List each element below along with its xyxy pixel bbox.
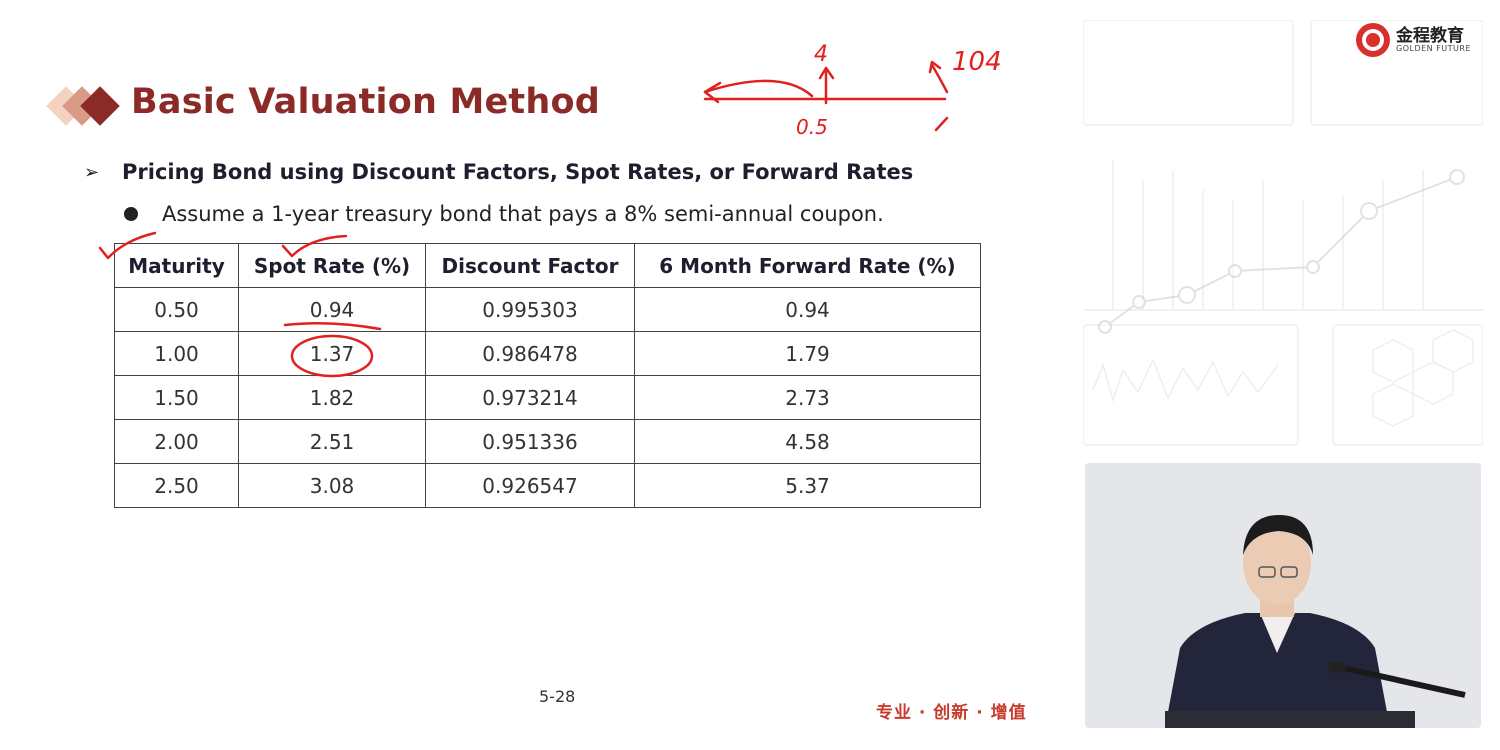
slogan: 专业 · 创新 · 增值 xyxy=(876,703,1027,723)
table-row: 1.50 1.82 0.973214 2.73 xyxy=(114,375,981,420)
bullet-dot-icon xyxy=(124,207,138,221)
cell-discount-factor: 0.995303 xyxy=(425,287,635,332)
annotation-time-half-text: 0.5 xyxy=(796,115,828,139)
table-row: 2.50 3.08 0.926547 5.37 xyxy=(114,463,981,508)
table-row: 1.00 1.37 0.986478 1.79 xyxy=(114,331,981,376)
cell-discount-factor: 0.951336 xyxy=(425,419,635,464)
header-maturity: Maturity xyxy=(114,243,239,288)
cell-spot-rate: 1.82 xyxy=(238,375,426,420)
company-logo: 金程教育 GOLDEN FUTURE xyxy=(1355,22,1471,58)
logo-cn-text: 金程教育 xyxy=(1396,25,1464,46)
annotation-final-cf-text: 104 xyxy=(952,47,1002,77)
subheading: ➢ Pricing Bond using Discount Factors, S… xyxy=(84,160,913,184)
annotation-coupon-text: 4 xyxy=(814,42,828,67)
presenter-video xyxy=(1085,463,1481,728)
rates-table: Maturity Spot Rate (%) Discount Factor 6… xyxy=(114,243,981,508)
cell-maturity: 1.50 xyxy=(114,375,239,420)
page-number: 5-28 xyxy=(539,687,576,706)
slide-title: Basic Valuation Method xyxy=(131,82,600,122)
subheading-text: Pricing Bond using Discount Factors, Spo… xyxy=(122,160,914,184)
cell-spot-rate: 0.94 xyxy=(238,287,426,332)
cell-forward-rate: 2.73 xyxy=(634,375,981,420)
table-header-row: Maturity Spot Rate (%) Discount Factor 6… xyxy=(114,243,981,288)
cell-spot-rate: 2.51 xyxy=(238,419,426,464)
header-forward-rate: 6 Month Forward Rate (%) xyxy=(634,243,981,288)
logo-en-text: GOLDEN FUTURE xyxy=(1396,43,1472,53)
cell-maturity: 0.50 xyxy=(114,287,239,332)
bullet-text: Assume a 1-year treasury bond that pays … xyxy=(162,202,884,226)
logo-emblem-icon xyxy=(1356,23,1390,57)
cell-maturity: 2.00 xyxy=(114,419,239,464)
header-spot-rate: Spot Rate (%) xyxy=(238,243,426,288)
cell-spot-rate: 3.08 xyxy=(238,463,426,508)
table-row: 2.00 2.51 0.951336 4.58 xyxy=(114,419,981,464)
arrow-bullet-icon: ➢ xyxy=(84,161,100,183)
cell-maturity: 1.00 xyxy=(114,331,239,376)
cell-maturity: 2.50 xyxy=(114,463,239,508)
cell-discount-factor: 0.986478 xyxy=(425,331,635,376)
table-row: 0.50 0.94 0.995303 0.94 xyxy=(114,287,981,332)
cell-discount-factor: 0.973214 xyxy=(425,375,635,420)
bullet-point: Assume a 1-year treasury bond that pays … xyxy=(124,202,884,226)
presenter-figure xyxy=(1085,463,1481,728)
header-discount-factor: Discount Factor xyxy=(425,243,635,288)
cell-forward-rate: 4.58 xyxy=(634,419,981,464)
cell-forward-rate: 1.79 xyxy=(634,331,981,376)
background-infographic xyxy=(1083,20,1483,446)
cell-forward-rate: 0.94 xyxy=(634,287,981,332)
cell-discount-factor: 0.926547 xyxy=(425,463,635,508)
cell-spot-rate: 1.37 xyxy=(238,331,426,376)
cell-forward-rate: 5.37 xyxy=(634,463,981,508)
